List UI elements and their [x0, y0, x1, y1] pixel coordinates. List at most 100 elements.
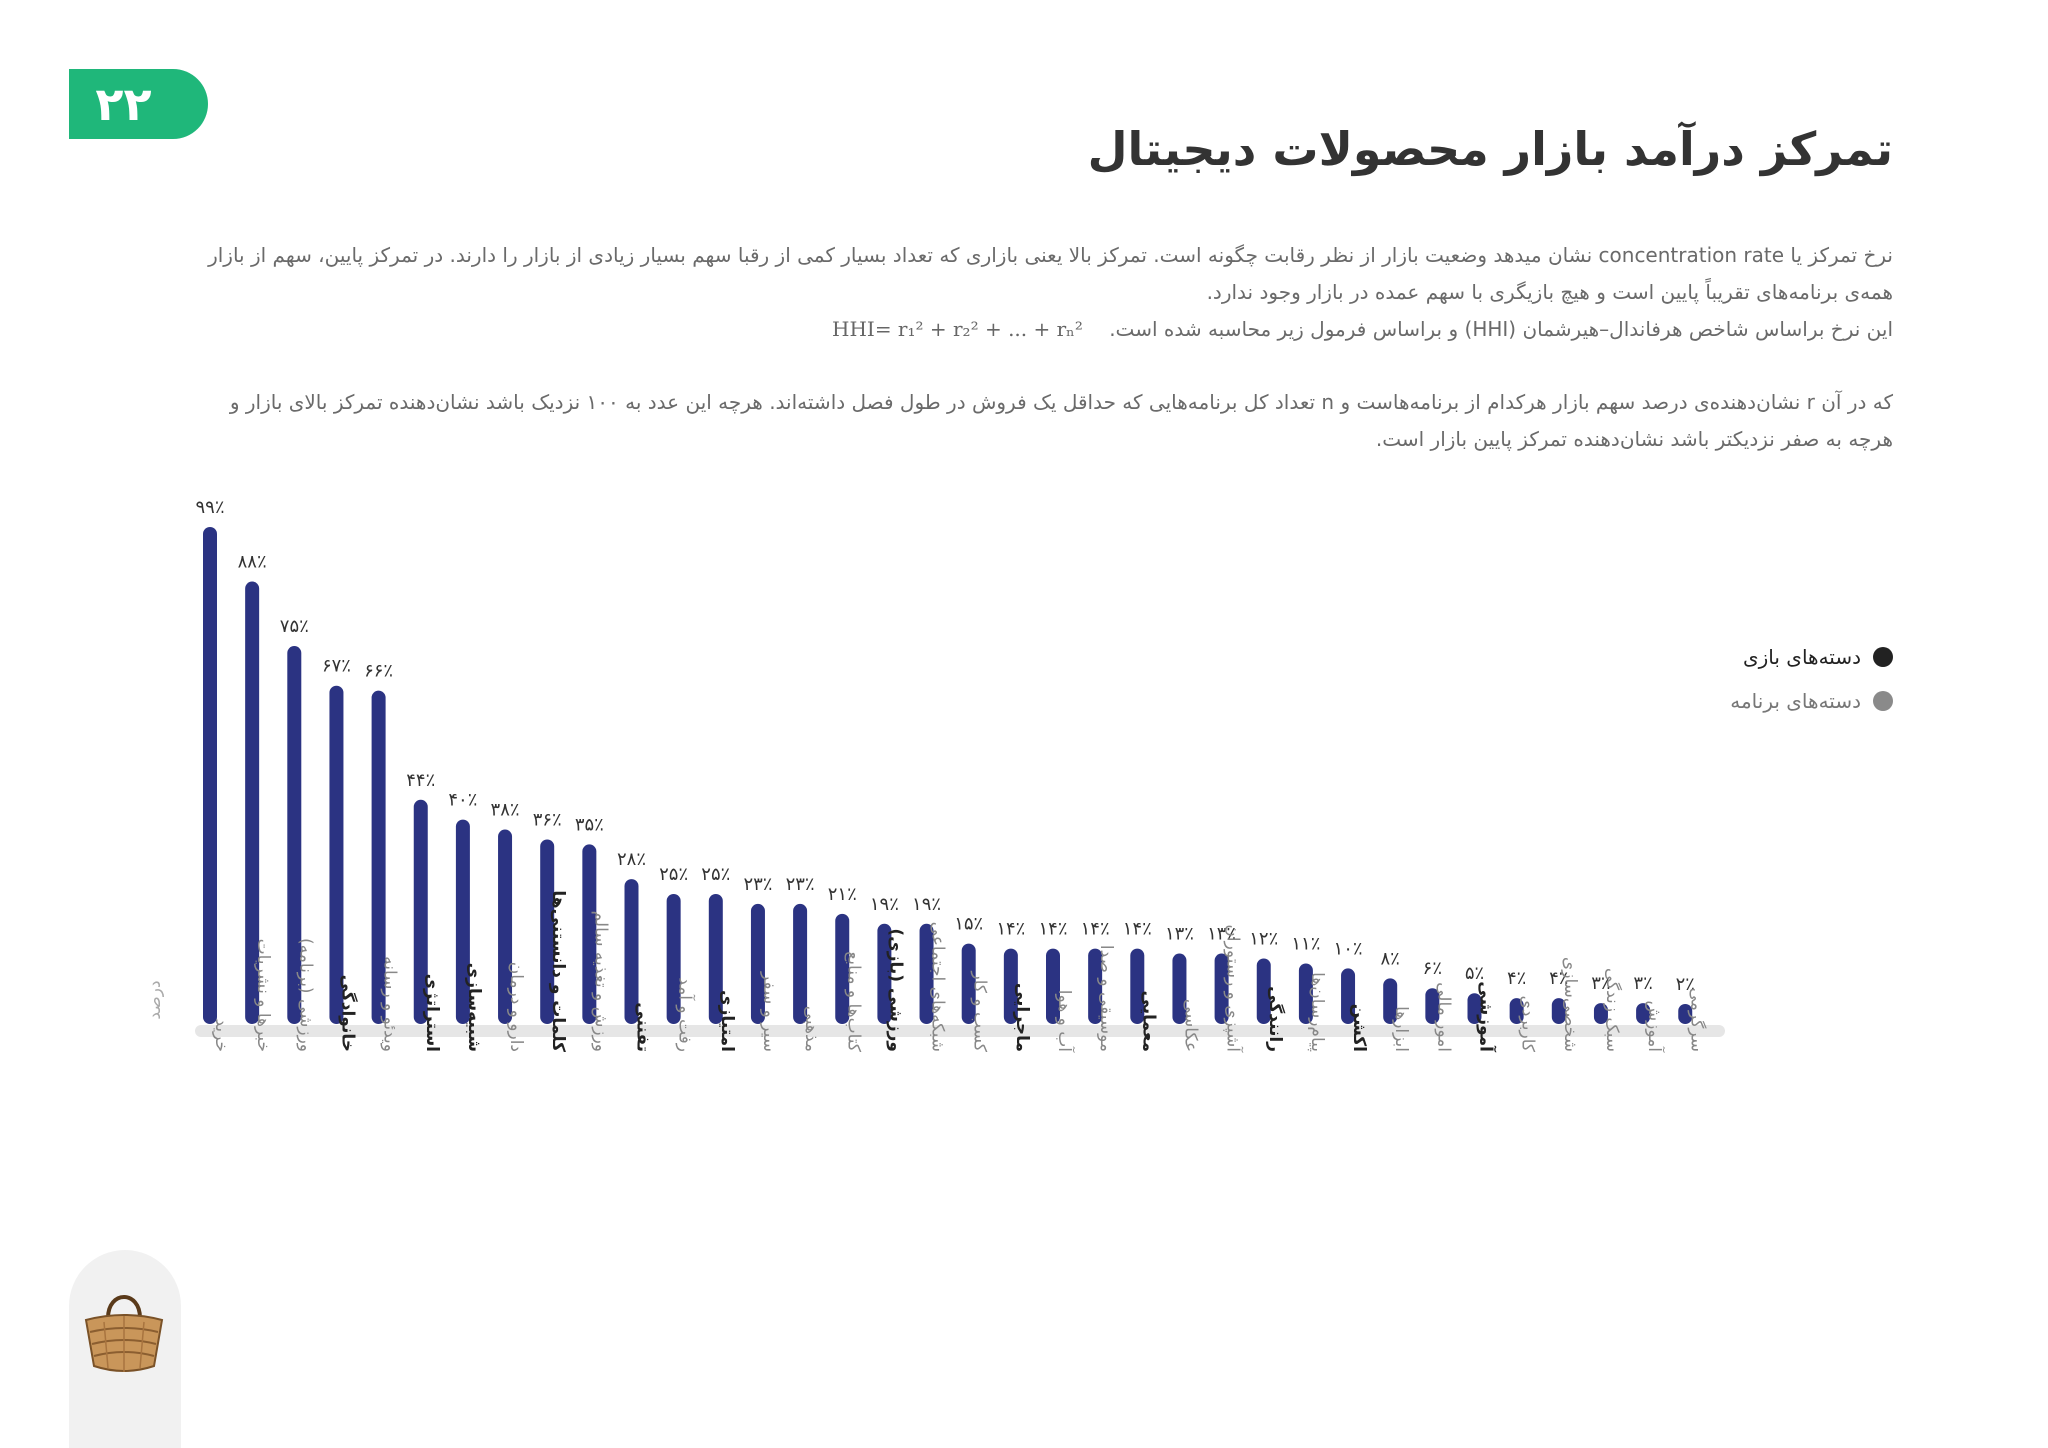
category-label: معمایی [1138, 991, 1158, 1052]
data-label: ۳٪ [1591, 973, 1610, 994]
category-label: رفت و آمد [675, 977, 697, 1052]
data-label: ۸۸٪ [238, 552, 267, 573]
category-label: خانوادگی [337, 975, 358, 1052]
category-label: سبک زندگی [1602, 968, 1623, 1052]
data-label: ۶۶٪ [364, 661, 393, 682]
data-label: ۱۴٪ [1038, 919, 1067, 940]
bar [582, 844, 597, 1024]
bar [1003, 948, 1018, 1024]
data-label: ۲۳٪ [786, 874, 815, 895]
category-label: شبیه‌سازی [464, 963, 484, 1052]
data-label: ۴٪ [1549, 968, 1568, 989]
legend-dot-icon [1873, 691, 1893, 711]
legend-dot-icon [1873, 647, 1893, 667]
page-title: تمرکز درآمد بازار محصولات دیجیتال [1087, 122, 1893, 176]
data-label: ۱۰٪ [1334, 938, 1363, 959]
data-label: ۲٪ [1676, 974, 1695, 995]
bar [498, 829, 513, 1024]
description-para1: نرخ تمرکز یا concentration rate نشان مید… [208, 243, 1893, 304]
bar [1593, 1003, 1608, 1024]
bar [1214, 953, 1229, 1024]
category-label: عکاسی [1180, 999, 1200, 1052]
data-label: ۱۳٪ [1165, 924, 1194, 945]
category-label: آشپزی و رستوران [1223, 924, 1245, 1053]
bar [919, 923, 934, 1024]
data-label: ۳۵٪ [575, 814, 604, 835]
chart-legend: دسته‌های بازی دسته‌های برنامه [1730, 645, 1893, 733]
category-label: دارو و درمان [506, 962, 526, 1052]
bar [1509, 998, 1524, 1024]
data-label: ۳٪ [1633, 973, 1652, 994]
category-label: کتاب‌ها و منابع [843, 951, 863, 1053]
data-label: ۸٪ [1381, 948, 1400, 969]
bar [666, 894, 681, 1024]
bar [1088, 948, 1103, 1024]
data-label: ۹۹٪ [195, 497, 224, 518]
data-label: ۱۹٪ [870, 894, 899, 915]
bar [624, 879, 639, 1024]
bar [1383, 978, 1398, 1024]
legend-item-apps: دسته‌های برنامه [1730, 689, 1893, 713]
data-label: ۱۱٪ [1291, 933, 1320, 954]
data-label: ۴٪ [1507, 968, 1526, 989]
category-label: مذهبی [801, 1006, 821, 1052]
bar [413, 799, 428, 1024]
bar [708, 894, 723, 1024]
description-bottom: که در آن r نشان‌دهنده‌ی درصد سهم بازار ه… [195, 384, 1893, 458]
category-label: کلمات و دانستنی‌ها [548, 890, 568, 1052]
data-label: ۴۰٪ [448, 790, 477, 811]
category-label: خرید [211, 1018, 231, 1052]
bar [961, 943, 976, 1024]
description-para3: که در آن r نشان‌دهنده‌ی درصد سهم بازار ه… [229, 390, 1893, 451]
data-label: ۱۵٪ [954, 914, 983, 935]
data-label: ۲۳٪ [743, 874, 772, 895]
bar [1425, 988, 1440, 1024]
bar [1467, 993, 1482, 1024]
data-label: ۴۴٪ [406, 770, 435, 791]
data-label: ۱۳٪ [1207, 924, 1236, 945]
data-label: ۶٪ [1423, 958, 1442, 979]
category-label: سرگرمی [1686, 988, 1707, 1052]
category-label: آموزشی [1476, 981, 1498, 1053]
bar [540, 839, 555, 1024]
description-para2-row: این نرخ براساس شاخص هرفاندال–هیرشمان (HH… [195, 311, 1893, 348]
legend-label: دسته‌های بازی [1742, 645, 1861, 669]
category-label: شخصی‌سازی [1560, 957, 1580, 1052]
category-label: استراتژی [422, 974, 442, 1052]
category-label: اکشن [1349, 1004, 1369, 1052]
category-label: کسب و کار [970, 971, 990, 1053]
data-label: ۱۹٪ [912, 894, 941, 915]
data-label: ۶۷٪ [322, 656, 351, 677]
bar [1256, 958, 1271, 1024]
legend-label: دسته‌های برنامه [1730, 689, 1861, 713]
category-label: ورزشی (برنامه) [295, 938, 315, 1052]
bar [329, 685, 344, 1024]
bar [1172, 953, 1187, 1024]
bar [750, 903, 765, 1024]
data-label: ۲۵٪ [701, 864, 730, 885]
data-label: ۲۵٪ [659, 864, 688, 885]
bar [245, 581, 260, 1024]
bar [835, 913, 850, 1024]
category-label: شبکه‌های اجتماعی [928, 922, 948, 1052]
category-label: ابزارها [1391, 1006, 1411, 1052]
bar [793, 903, 808, 1024]
data-label: ۵٪ [1465, 963, 1484, 984]
data-label: ۳۶٪ [533, 809, 562, 830]
data-label: ۳۸٪ [491, 800, 520, 821]
description: نرخ تمرکز یا concentration rate نشان مید… [195, 237, 1893, 348]
category-label: موسیقی و صدا [1096, 945, 1116, 1052]
category-label: ویدئو و رسانه [380, 956, 400, 1052]
category-label: پیام‌رسان‌ها [1307, 972, 1327, 1052]
category-label: آموزش [1644, 1000, 1666, 1053]
category-label: رانندگی [1265, 986, 1286, 1052]
description-para2: این نرخ براساس شاخص هرفاندال–هیرشمان (HH… [1109, 317, 1893, 341]
category-label: آب و هوا [1054, 990, 1076, 1053]
data-label: ۱۴٪ [1081, 919, 1110, 940]
data-label: ۲۸٪ [617, 849, 646, 870]
bar [455, 819, 470, 1024]
data-label: ۷۵٪ [280, 616, 309, 637]
bar [1298, 963, 1313, 1024]
page-number-badge: ۲۲ [69, 69, 208, 139]
